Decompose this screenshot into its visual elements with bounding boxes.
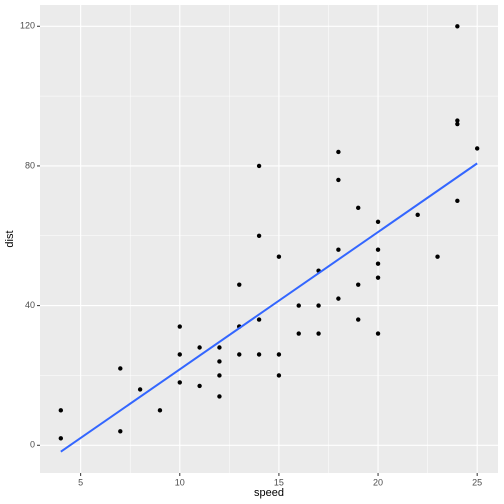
point [455, 198, 460, 204]
point [157, 408, 163, 413]
point [276, 352, 282, 357]
regression-line [60, 162, 478, 453]
x-tick-label: 10 [175, 477, 185, 487]
point [356, 205, 361, 211]
point [197, 383, 202, 389]
point [217, 373, 222, 378]
point [58, 436, 64, 441]
y-tick-label: 120 [20, 21, 35, 31]
point [474, 146, 480, 151]
point [336, 296, 341, 301]
point [256, 317, 262, 322]
point [356, 282, 361, 287]
y-tick-label: 80 [25, 160, 35, 170]
point [375, 219, 381, 225]
point [256, 163, 262, 169]
point [217, 359, 222, 364]
x-axis-title: speed [254, 487, 284, 499]
point [375, 261, 381, 266]
point [375, 247, 381, 252]
point [356, 317, 361, 322]
x-tick-label: 25 [472, 477, 482, 487]
point [316, 303, 321, 308]
point [336, 177, 341, 183]
point [435, 254, 440, 259]
point [256, 233, 262, 238]
point [375, 275, 381, 280]
y-tick-label: 40 [25, 300, 35, 310]
point [217, 394, 222, 399]
point [237, 352, 242, 357]
point [296, 303, 301, 308]
y-tick-label: 0 [30, 440, 35, 450]
point [118, 366, 123, 371]
point [316, 331, 321, 336]
panel [40, 5, 498, 473]
point [137, 387, 143, 392]
point [256, 352, 262, 357]
point [177, 380, 182, 385]
x-tick-label: 20 [373, 477, 383, 487]
point [58, 408, 64, 413]
x-tick-label: 5 [78, 477, 83, 487]
point [118, 429, 123, 434]
point [197, 345, 202, 350]
x-tick-label: 15 [274, 477, 284, 487]
point [336, 149, 341, 155]
point [296, 331, 301, 336]
point [455, 24, 460, 29]
point [375, 331, 381, 336]
point [276, 373, 282, 378]
y-axis-title: dist [4, 230, 16, 247]
point [237, 282, 242, 287]
point [415, 212, 420, 218]
point [455, 118, 460, 123]
point [177, 324, 182, 329]
point [177, 352, 182, 357]
point [217, 345, 222, 350]
point [276, 254, 282, 259]
point [455, 121, 460, 127]
point [336, 247, 341, 252]
